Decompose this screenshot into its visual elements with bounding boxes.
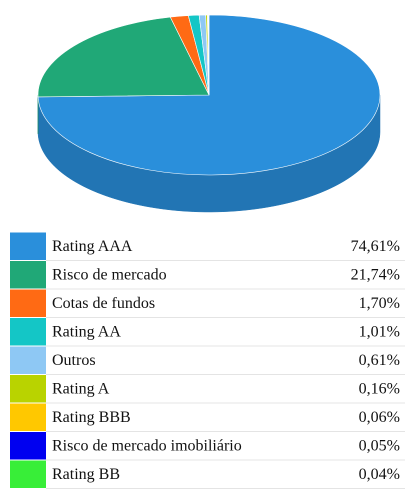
- value-label: 0,05%: [359, 437, 400, 454]
- value-label: 0,16%: [359, 380, 400, 397]
- legend-swatch: [10, 375, 46, 403]
- legend-swatch: [10, 460, 46, 488]
- legend-label: Cotas de fundos: [52, 295, 155, 312]
- value-label: 0,04%: [359, 466, 400, 483]
- value-label: 0,61%: [359, 352, 400, 369]
- legend-label: Rating BB: [52, 466, 120, 483]
- legend-swatch: [10, 261, 46, 289]
- legend-swatch: [10, 289, 46, 317]
- legend-label: Rating BBB: [52, 409, 131, 426]
- value-label: 21,74%: [351, 266, 400, 283]
- legend-label: Risco de mercado: [52, 266, 167, 283]
- legend-label: Risco de mercado imobiliário: [52, 437, 242, 454]
- legend-swatch: [10, 432, 46, 460]
- value-label: 74,61%: [351, 238, 400, 255]
- value-label: 1,01%: [359, 323, 400, 340]
- legend-label: Rating AAA: [52, 238, 133, 255]
- legend-label: Outros: [52, 352, 96, 369]
- legend-swatch: [10, 232, 46, 260]
- legend-swatch: [10, 403, 46, 431]
- value-label: 1,70%: [359, 295, 400, 312]
- value-label: 0,06%: [359, 409, 400, 426]
- legend-label: Rating AA: [52, 323, 121, 340]
- legend-swatch: [10, 318, 46, 346]
- legend-label: Rating A: [52, 380, 110, 397]
- pie-slice: [37, 16, 210, 98]
- legend-swatch: [10, 346, 46, 374]
